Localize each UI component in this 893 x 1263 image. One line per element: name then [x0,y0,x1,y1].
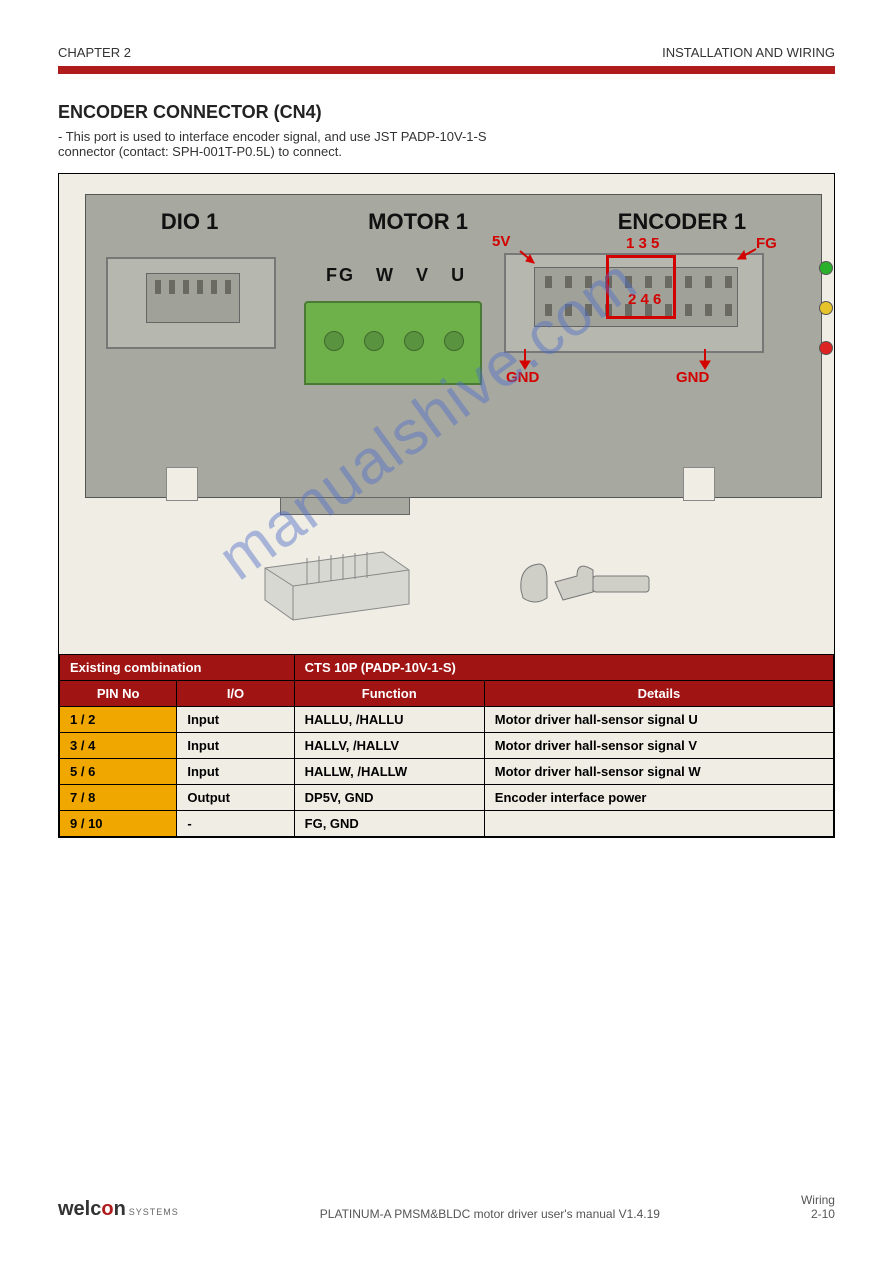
motor-pin-labels: FG W V U [326,265,480,286]
motor-connector [304,301,482,385]
header-rule [58,66,835,74]
dio-connector [106,257,276,349]
header-left: CHAPTER 2 [58,45,131,60]
led-red-icon [819,341,833,355]
table-header-right: CTS 10P (PADP-10V-1-S) [294,655,833,681]
header-right: INSTALLATION AND WIRING [662,45,835,60]
label-dio: DIO 1 [161,209,218,235]
footer-title: PLATINUM-A PMSM&BLDC motor driver user's… [320,1207,660,1221]
callout-135: 1 3 5 [626,235,659,252]
panel-foot-right [683,467,715,501]
arrow-gnd1-icon [518,347,532,371]
footer-page: 2-10 [801,1207,835,1221]
label-encoder: ENCODER 1 [618,209,746,235]
arrow-fg-icon [734,245,760,265]
arrow-5v-icon [516,247,540,269]
status-leds [819,261,833,381]
page-header: CHAPTER 2 INSTALLATION AND WIRING [58,45,835,60]
table-row: 9 / 10 - FG, GND [60,811,834,837]
col-func: Function [294,681,484,707]
label-motor: MOTOR 1 [368,209,468,235]
connector-plug-icon [253,534,423,634]
panel-tab [280,497,410,515]
col-details: Details [484,681,833,707]
table-row: 1 / 2 Input HALLU, /HALLU Motor driver h… [60,707,834,733]
col-io: I/O [177,681,294,707]
callout-246: 2 4 6 [628,291,661,308]
brand-logo: welconSYSTEMS [58,1198,179,1221]
callout-gnd-right: GND [676,369,709,386]
panel-foot-left [166,467,198,501]
section-note: - This port is used to interface encoder… [58,129,835,159]
page-footer: welconSYSTEMS PLATINUM-A PMSM&BLDC motor… [58,1193,835,1221]
table-header-left: Existing combination [60,655,295,681]
figure-box: DIO 1 MOTOR 1 ENCODER 1 FG W V U [58,173,835,838]
table-row: 5 / 6 Input HALLW, /HALLW Motor driver h… [60,759,834,785]
connector-diagram: DIO 1 MOTOR 1 ENCODER 1 FG W V U [59,174,834,654]
highlight-box [606,255,676,319]
callout-gnd-left: GND [506,369,539,386]
callout-5v: 5V [492,233,510,250]
led-yellow-icon [819,301,833,315]
section-title: ENCODER CONNECTOR (CN4) [58,102,835,123]
arrow-gnd2-icon [698,347,712,371]
table-row: 7 / 8 Output DP5V, GND Encoder interface… [60,785,834,811]
col-pin: PIN No [60,681,177,707]
footer-section: Wiring [801,1193,835,1207]
crimp-terminal-icon [513,546,663,626]
led-green-icon [819,261,833,275]
pin-assignment-table: Existing combination CTS 10P (PADP-10V-1… [59,654,834,837]
table-row: 3 / 4 Input HALLV, /HALLV Motor driver h… [60,733,834,759]
device-panel: DIO 1 MOTOR 1 ENCODER 1 FG W V U [85,194,822,498]
